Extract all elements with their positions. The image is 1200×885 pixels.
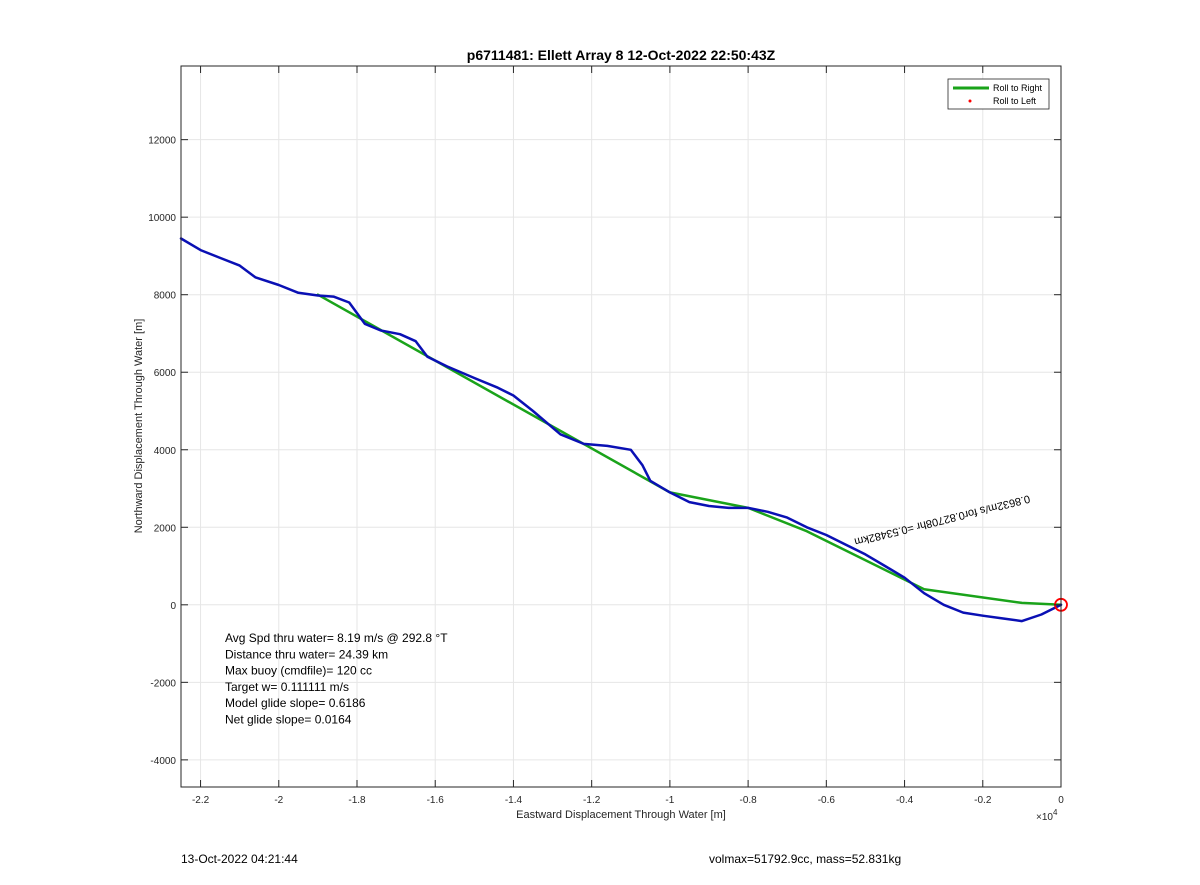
x-axis-label: Eastward Displacement Through Water [m] — [516, 809, 726, 821]
x-tick-label: -1.6 — [427, 795, 445, 806]
x-tick-label: -1.4 — [505, 795, 523, 806]
y-tick-label: -4000 — [150, 756, 176, 767]
x-exponent-label: ×104 — [1036, 808, 1058, 823]
legend: Roll to Right Roll to Left — [947, 78, 1050, 110]
x-tick-label: -1.8 — [348, 795, 366, 806]
info-text-block: Avg Spd thru water= 8.19 m/s @ 292.8 °T D… — [225, 631, 448, 727]
legend-box — [947, 78, 1050, 110]
legend-swatch-roll-left — [968, 99, 972, 103]
y-tick-label: 10000 — [148, 213, 176, 224]
chart-title: p6711481: Ellett Array 8 12-Oct-2022 22:… — [467, 47, 776, 63]
series-group — [179, 237, 1063, 623]
grid — [181, 66, 1062, 787]
info-line: Max buoy (cmdfile)= 120 cc — [225, 664, 372, 678]
y-tick-label: 2000 — [154, 523, 177, 534]
y-axis-label: Northward Displacement Through Water [m] — [133, 319, 145, 534]
info-line: Avg Spd thru water= 8.19 m/s @ 292.8 °T — [225, 631, 448, 645]
legend-label-roll-right: Roll to Right — [993, 83, 1043, 93]
x-tick-label: -2 — [274, 795, 283, 806]
x-tick-label: -2.2 — [192, 795, 210, 806]
y-tick-label: -2000 — [150, 678, 176, 689]
info-line: Net glide slope= 0.0164 — [225, 713, 352, 727]
info-line: Target w= 0.111111 m/s — [225, 680, 349, 694]
series-track-line — [179, 237, 1063, 623]
x-tick-label: -0.4 — [896, 795, 914, 806]
x-tick-label: -1 — [665, 795, 674, 806]
x-tick-label: -0.6 — [818, 795, 836, 806]
legend-label-roll-left: Roll to Left — [993, 96, 1037, 106]
x-tick-label: 0 — [1058, 795, 1064, 806]
info-line: Distance thru water= 24.39 km — [225, 647, 388, 661]
x-tick-label: -0.8 — [739, 795, 757, 806]
plot-border — [180, 65, 1062, 788]
plot-area — [181, 66, 1061, 787]
y-tick-label: 6000 — [154, 368, 177, 379]
footer-volume-mass: volmax=51792.9cc, mass=52.831kg — [709, 852, 902, 866]
y-tick-label: 12000 — [148, 136, 176, 147]
footer-timestamp: 13-Oct-2022 04:21:44 — [181, 852, 298, 866]
x-tick-label: -1.2 — [583, 795, 601, 806]
x-tick-label: -0.2 — [974, 795, 992, 806]
y-tick-label: 0 — [170, 601, 176, 612]
y-tick-label: 4000 — [154, 446, 177, 457]
y-tick-label: 8000 — [154, 291, 177, 302]
info-line: Model glide slope= 0.6186 — [225, 696, 366, 710]
axis-ticks: -2.2 -2 -1.8 -1.6 -1.4 -1.2 -1 -0.8 -0.6 -0.4 -0.2… — [148, 66, 1064, 806]
